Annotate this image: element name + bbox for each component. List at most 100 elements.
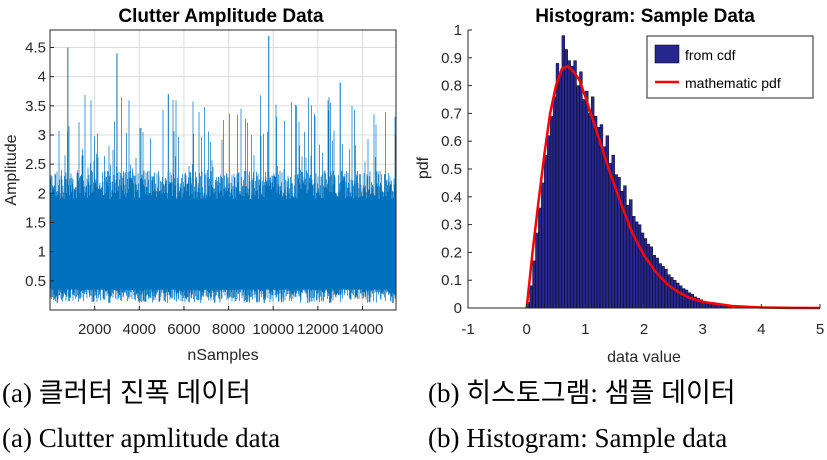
- right-x-tick-label: 1: [581, 321, 589, 338]
- histogram-bar: [635, 221, 639, 309]
- histogram-bar: [567, 60, 571, 309]
- histogram-bar: [588, 113, 592, 309]
- left-x-axis-label: nSamples: [187, 347, 258, 364]
- right-y-tick-label: 0.3: [441, 217, 462, 234]
- histogram-bar: [673, 280, 677, 309]
- histogram-bar: [684, 289, 689, 309]
- histogram-bar: [555, 63, 560, 309]
- histogram-bar: [552, 96, 557, 309]
- left-y-tick-label: 3: [38, 127, 46, 144]
- histogram-bar: [681, 288, 686, 309]
- right-x-ticks: -1 0 1 2 3 4 5: [461, 304, 824, 338]
- right-y-tick-label: 0.6: [441, 133, 462, 150]
- clutter-amplitude-chart: Clutter Amplitude Data 2000 4000 6000 8000 1…: [3, 6, 397, 364]
- histogram-chart: Histogram: Sample Data -1 0 1 2 3 4 5 00.10.20…: [415, 6, 824, 366]
- histogram-bar: [596, 127, 601, 309]
- left-y-axis-label: Amplitude: [3, 134, 20, 205]
- right-x-tick-label: 5: [816, 321, 824, 338]
- histogram-bar: [564, 49, 568, 309]
- caption-b-english: (b) Histogram: Sample data: [428, 423, 728, 453]
- histogram-bar: [670, 277, 674, 309]
- histogram-bar: [655, 257, 659, 309]
- histogram-bar: [667, 274, 671, 309]
- right-y-tick-label: 1: [454, 22, 462, 39]
- histogram-bar: [632, 216, 636, 309]
- left-y-tick-label: 4: [38, 69, 46, 86]
- pdf-curve: [525, 64, 821, 310]
- right-x-tick-label: 0: [522, 321, 530, 338]
- histogram-bar: [643, 238, 648, 309]
- caption-b-korean: (b) 히스토그램: 샘플 데이터: [428, 378, 736, 408]
- legend-swatch-from-cdf: [654, 44, 680, 64]
- left-x-tick-label: 2000: [78, 321, 111, 338]
- histogram-bar: [652, 254, 656, 309]
- right-y-tick-label: 0.9: [441, 50, 462, 67]
- left-x-ticks: 2000 4000 6000 8000 10000 12000 14000: [78, 306, 383, 338]
- histogram-bar: [591, 96, 595, 309]
- histogram-bar: [623, 185, 627, 309]
- histogram-bar: [585, 90, 589, 309]
- histogram-bar: [637, 224, 642, 309]
- histogram-bar: [561, 35, 565, 309]
- histogram-legend: from cdf mathematic pdf: [646, 35, 814, 99]
- right-y-tick-label: 0.1: [441, 272, 462, 289]
- left-y-tick-label: 2: [38, 185, 46, 202]
- histogram-bar: [602, 146, 607, 309]
- caption-a-korean: (a) 클러터 진폭 데이터: [2, 378, 251, 408]
- histogram-bar: [649, 246, 653, 309]
- right-x-tick-label: -1: [461, 321, 474, 338]
- legend-label-from-cdf: from cdf: [685, 47, 736, 63]
- histogram-bar: [547, 135, 551, 309]
- histogram-bar: [576, 85, 580, 309]
- left-x-tick-label: 8000: [212, 321, 245, 338]
- histogram-bar: [658, 263, 662, 309]
- right-x-tick-label: 4: [757, 321, 765, 338]
- histogram-bar: [664, 268, 668, 309]
- histogram-bar: [690, 293, 695, 309]
- histogram-bar: [661, 266, 665, 309]
- left-y-tick-label: 1: [38, 244, 46, 261]
- left-x-tick-label: 14000: [342, 321, 384, 338]
- left-x-tick-label: 4000: [123, 321, 156, 338]
- histogram-bar: [544, 154, 548, 309]
- left-plot-frame: [49, 29, 397, 311]
- histogram-bar: [608, 163, 612, 309]
- histogram-bar: [541, 182, 545, 309]
- left-y-tick-label: 2.5: [25, 156, 46, 173]
- left-x-tick-label: 12000: [297, 321, 339, 338]
- histogram-bar: [529, 285, 533, 309]
- left-y-tick-label: 1.5: [25, 215, 46, 232]
- right-y-tick-label: 0.4: [441, 189, 462, 206]
- clutter-signal: [49, 35, 396, 303]
- left-x-tick-label: 6000: [167, 321, 200, 338]
- histogram-bar: [535, 232, 539, 309]
- right-y-tick-label: 0: [454, 300, 462, 317]
- left-y-ticks: 0.5 1 1.5 2 2.5 3 3.5 4 4.5: [25, 40, 54, 290]
- right-y-tick-label: 0.8: [441, 78, 462, 95]
- histogram-bar: [558, 74, 563, 309]
- right-y-tick-label: 0.7: [441, 105, 462, 122]
- caption-a-english: (a) Clutter apmlitude data: [2, 423, 281, 453]
- histogram-bar: [593, 115, 598, 309]
- left-chart-title: Clutter Amplitude Data: [118, 6, 324, 27]
- histogram-bar: [579, 71, 583, 309]
- histogram-bar: [570, 65, 574, 309]
- histogram-bar: [532, 260, 536, 309]
- left-y-tick-label: 4.5: [25, 40, 46, 57]
- histogram-bar: [538, 207, 542, 309]
- left-y-tick-label: 0.5: [25, 273, 46, 290]
- legend-label-pdf: mathematic pdf: [685, 75, 781, 91]
- right-y-axis-label: pdf: [415, 156, 432, 179]
- histogram-bar: [549, 115, 554, 309]
- histogram-bar: [687, 292, 692, 309]
- histogram-bar: [573, 60, 577, 309]
- right-y-tick-label: 0.5: [441, 161, 462, 178]
- right-x-tick-label: 3: [698, 321, 706, 338]
- left-y-tick-label: 3.5: [25, 98, 46, 115]
- right-x-tick-label: 2: [640, 321, 648, 338]
- right-y-tick-label: 0.2: [441, 244, 462, 261]
- right-x-axis-label: data value: [607, 349, 681, 366]
- histogram-bar: [582, 99, 586, 309]
- histogram-bar: [676, 282, 680, 309]
